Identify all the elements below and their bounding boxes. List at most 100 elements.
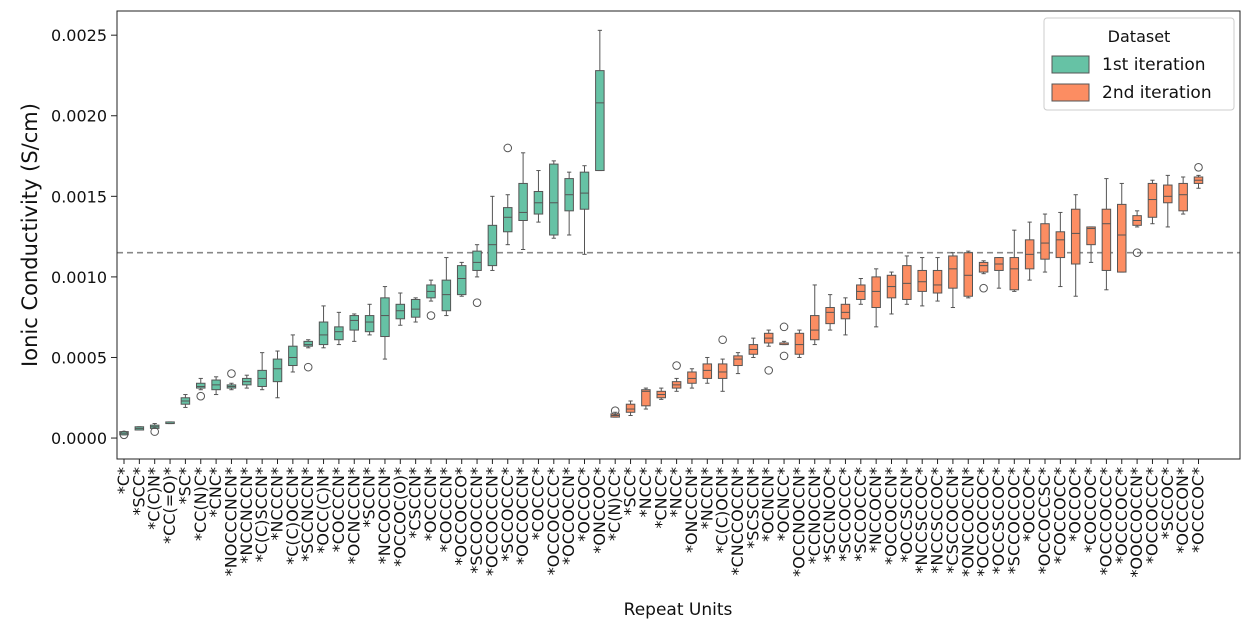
x-tick-label: *COCCOC*: [1081, 467, 1100, 553]
legend-frame: [1043, 17, 1235, 111]
outlier-point: [426, 311, 436, 320]
x-tick-label: *OCCOCCN*: [513, 467, 532, 565]
box-first-iteration: [257, 352, 267, 391]
box-first-iteration: [180, 394, 191, 408]
box-iqr: [288, 345, 298, 367]
box-iqr: [334, 326, 344, 341]
box-second-iteration: [1040, 213, 1050, 273]
x-tick-label: *NCC*: [636, 467, 655, 517]
box-second-iteration: [902, 255, 912, 305]
box-second-iteration: [656, 387, 666, 400]
box-first-iteration: [119, 430, 129, 440]
legend-label-1st-iteration: 1st iteration: [1102, 55, 1206, 75]
box-iqr: [456, 265, 467, 296]
x-tick-label: *CC(=O)*: [160, 467, 179, 544]
box-second-iteration: [1178, 176, 1188, 215]
box-iqr: [917, 269, 927, 292]
box-iqr: [518, 182, 528, 221]
x-tick-label: *SCCNCOC*: [820, 467, 839, 562]
box-first-iteration: [149, 423, 160, 436]
x-tick-label: *OCCCN*: [421, 467, 440, 541]
legend-swatch-1st-iteration: [1051, 55, 1090, 74]
x-tick-label: *COCCCN*: [329, 467, 348, 552]
x-tick-label: *COCCCN*: [436, 467, 455, 552]
box-second-iteration: [625, 400, 636, 416]
box-iqr: [902, 265, 912, 300]
box-iqr: [595, 70, 605, 172]
box-iqr: [856, 284, 866, 300]
x-tick-label: *NCCCN*: [268, 467, 287, 540]
box-iqr: [840, 303, 851, 320]
box-iqr: [1086, 226, 1096, 246]
x-tick-label: *OCCOCCCN*: [482, 467, 501, 576]
box-second-iteration: [671, 361, 682, 392]
box-second-iteration: [932, 257, 943, 302]
x-tick-label: *SCCOCCC*: [851, 467, 870, 562]
x-tick-label: *SCCOCCC*: [835, 467, 854, 562]
box-iqr: [441, 279, 452, 312]
box-first-iteration: [334, 311, 344, 346]
box-second-iteration: [840, 297, 851, 336]
box-second-iteration: [1070, 194, 1081, 297]
x-tick-label: *NCCOCN*: [866, 467, 885, 553]
box-second-iteration: [825, 294, 835, 331]
box-first-iteration: [426, 279, 436, 320]
x-tick-label: *OCCOCCOC*: [974, 467, 993, 577]
box-second-iteration: [733, 352, 743, 375]
box-iqr: [1040, 223, 1050, 260]
box-iqr: [1178, 182, 1188, 212]
box-second-iteration: [948, 252, 958, 309]
legend-title: Dataset: [1108, 27, 1171, 46]
x-tick-label: *OCC(C)N*: [314, 467, 333, 554]
box-iqr: [487, 224, 498, 267]
box-iqr: [1147, 182, 1158, 218]
x-tick-label: *NCCSCCOC*: [912, 467, 931, 574]
box-second-iteration: [1147, 179, 1158, 225]
outlier-point: [610, 406, 620, 415]
x-tick-label: *C*: [114, 467, 133, 494]
box-iqr: [1009, 257, 1020, 291]
x-tick-label: *C(C)OCN*: [713, 467, 732, 554]
outlier-point: [472, 298, 482, 307]
x-tick-label: *ONCCOC*: [590, 467, 609, 554]
box-iqr: [579, 171, 590, 210]
box-iqr: [380, 297, 390, 338]
y-tick-label: 0.0000: [51, 429, 107, 448]
legend-swatch-2nd-iteration: [1051, 83, 1090, 102]
y-tick-label: 0.0010: [51, 268, 107, 287]
x-tick-label: *CNCC*: [651, 467, 670, 528]
x-tick-label: *OCCOC*: [1066, 467, 1085, 542]
x-tick-label: *SCCOCCCN*: [467, 467, 486, 574]
box-first-iteration: [211, 376, 221, 396]
outlier-point: [303, 362, 313, 372]
x-tick-label: *SCC*: [621, 467, 640, 516]
box-first-iteration: [518, 152, 528, 251]
box-first-iteration: [272, 350, 283, 399]
x-tick-label: *OCCCOCC*: [1112, 467, 1131, 564]
x-tick-label: *OCCOCCC*: [1142, 467, 1161, 564]
x-tick-label: *OCCCON*: [1173, 467, 1192, 554]
x-tick-label: *SCC*: [129, 467, 148, 516]
box-second-iteration: [1193, 163, 1204, 189]
legend-label-2nd-iteration: 2nd iteration: [1102, 83, 1212, 103]
x-tick-label: *SCCNCCN*: [298, 467, 317, 562]
x-tick-label: *NCC*: [667, 467, 686, 517]
x-axis-title: Repeat Units: [624, 600, 733, 619]
box-iqr: [963, 252, 973, 297]
x-tick-label: *OCNCC*: [774, 467, 793, 541]
box-iqr: [733, 355, 743, 367]
box-second-iteration: [748, 337, 759, 358]
x-tick-label: *OCNCCCN*: [344, 467, 363, 564]
box-iqr: [625, 403, 636, 413]
box-second-iteration: [978, 260, 989, 293]
x-tick-label: *SCCOC*: [1158, 467, 1177, 539]
box-second-iteration: [641, 387, 651, 410]
box-first-iteration: [533, 170, 544, 223]
box-iqr: [272, 358, 283, 383]
box-iqr: [810, 315, 820, 341]
box-second-iteration: [1009, 229, 1020, 292]
box-iqr: [1101, 208, 1112, 271]
x-tick-label: *CSCCOCCN*: [943, 467, 962, 574]
x-tick-label: *C(C)SCCN*: [252, 467, 271, 562]
